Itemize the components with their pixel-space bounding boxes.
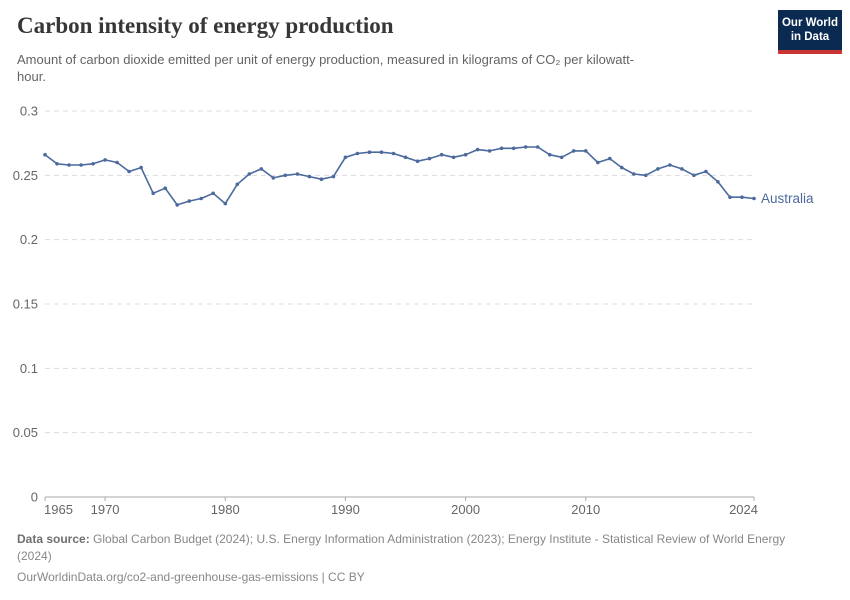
x-tick-label: 1990 [331,502,360,517]
y-tick-label: 0 [31,490,38,505]
data-point[interactable] [223,201,228,206]
data-point[interactable] [499,146,504,151]
data-point[interactable] [740,195,744,199]
data-point[interactable] [235,182,240,187]
data-point[interactable] [415,159,420,163]
y-tick-label: 0.15 [13,297,38,312]
footer-url-line[interactable]: OurWorldinData.org/co2-and-greenhouse-ga… [17,570,365,584]
x-tick-label: 1980 [211,502,240,517]
chart-subtitle: Amount of carbon dioxide emitted per uni… [17,52,635,84]
data-point[interactable] [596,160,600,165]
x-tick-label: 2000 [451,502,480,517]
y-tick-label: 0.1 [20,361,38,376]
y-tick-label: 0.2 [20,232,38,247]
owid-logo-line2: in Data [790,30,830,43]
data-point[interactable] [547,152,552,157]
footer: Data source: Global Carbon Budget (2024)… [17,531,817,586]
data-point[interactable] [115,160,119,165]
data-point[interactable] [632,172,636,176]
data-point[interactable] [620,165,624,170]
data-point[interactable] [283,173,288,178]
data-point[interactable] [55,162,59,166]
y-tick-label: 0.05 [13,425,38,440]
data-point[interactable] [163,186,167,190]
data-point[interactable] [656,167,660,171]
y-tick-label: 0.3 [20,104,38,119]
data-point[interactable] [680,167,684,171]
data-point[interactable] [319,177,324,181]
x-tick-label: 1970 [91,502,120,517]
x-tick-label: 2024 [729,502,758,517]
data-point[interactable] [43,152,47,157]
data-point[interactable] [187,199,191,203]
data-point[interactable] [571,149,576,153]
data-point[interactable] [211,191,215,196]
data-point[interactable] [139,165,143,170]
data-point[interactable] [427,156,432,161]
data-point[interactable] [247,172,252,176]
owid-logo[interactable]: Our World in Data [778,10,842,54]
data-point[interactable] [175,203,179,207]
data-point[interactable] [716,180,720,184]
data-point[interactable] [367,150,372,154]
data-point[interactable] [559,155,564,160]
data-point[interactable] [343,155,348,160]
data-point[interactable] [67,163,71,167]
line-chart-svg: 0 0.05 0.1 0.15 0.2 0.25 0.3 1965 1970 1980 1990 20… [13,104,814,518]
data-point[interactable] [704,169,708,174]
datasource-text: Global Carbon Budget (2024); U.S. Energy… [17,532,786,563]
data-point[interactable] [259,167,264,171]
data-point[interactable] [439,152,444,157]
data-point[interactable] [199,196,203,201]
data-point[interactable] [487,149,492,153]
owid-logo-line1: Our World [781,17,838,29]
x-tick-label: 2010 [571,502,600,517]
data-point[interactable] [79,163,83,167]
datasource-line: Data source: Global Carbon Budget (2024)… [17,531,817,564]
data-point[interactable] [271,176,276,180]
data-point[interactable] [511,146,516,151]
data-point[interactable] [103,158,107,162]
page-title: Carbon intensity of energy production [17,13,394,38]
data-point[interactable] [475,147,480,152]
data-point[interactable] [307,174,312,179]
data-point[interactable] [295,172,300,176]
datasource-label: Data source: [17,532,90,546]
data-point[interactable] [668,163,672,167]
data-point[interactable] [451,155,456,160]
data-point[interactable] [523,145,528,149]
data-point[interactable] [151,191,155,196]
data-point[interactable] [403,155,408,160]
data-point[interactable] [91,162,95,166]
data-line[interactable] [44,146,755,206]
data-point[interactable] [463,152,468,157]
data-point[interactable] [584,149,588,153]
data-point[interactable] [692,173,696,178]
data-point[interactable] [391,151,396,156]
data-point[interactable] [355,151,360,156]
series-label[interactable]: Australia [761,191,814,206]
data-point[interactable] [608,156,612,161]
data-point[interactable] [535,145,540,149]
data-point[interactable] [127,169,131,174]
data-point[interactable] [728,195,732,199]
data-point[interactable] [752,196,756,201]
y-tick-label: 0.25 [13,168,38,183]
data-point[interactable] [379,150,384,154]
data-point[interactable] [331,174,336,179]
data-point[interactable] [644,173,648,178]
x-tick-label: 1965 [44,502,73,517]
